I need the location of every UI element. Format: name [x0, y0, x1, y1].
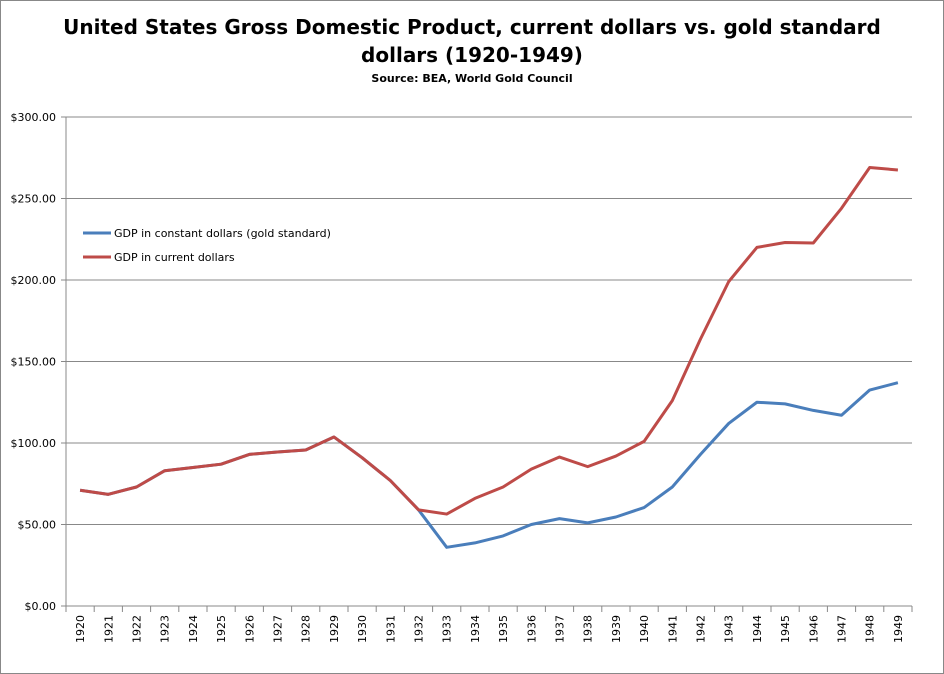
x-tick-label: 1940 — [638, 615, 651, 643]
x-tick-label: 1930 — [356, 615, 369, 643]
x-tick-label: 1929 — [328, 615, 341, 643]
legend-label: GDP in constant dollars (gold standard) — [114, 227, 331, 240]
x-tick-label: 1935 — [497, 615, 510, 643]
x-tick-label: 1943 — [723, 615, 736, 643]
y-tick-label: $100.00 — [11, 437, 57, 450]
x-tick-label: 1946 — [807, 615, 820, 643]
y-tick-label: $300.00 — [11, 111, 57, 124]
x-tick-label: 1933 — [441, 615, 454, 643]
x-tick-label: 1928 — [300, 615, 313, 643]
x-tick-label: 1926 — [243, 615, 256, 643]
y-tick-label: $150.00 — [11, 356, 57, 369]
x-tick-label: 1931 — [384, 615, 397, 643]
legend-label: GDP in current dollars — [114, 251, 235, 264]
x-tick-label: 1922 — [131, 615, 144, 643]
chart-title-line1: United States Gross Domestic Product, cu… — [63, 15, 881, 39]
x-tick-label: 1924 — [187, 615, 200, 643]
x-tick-label: 1920 — [74, 615, 87, 643]
x-tick-label: 1923 — [159, 615, 172, 643]
chart-subtitle: Source: BEA, World Gold Council — [371, 72, 573, 85]
x-tick-label: 1939 — [610, 615, 623, 643]
x-tick-label: 1934 — [469, 615, 482, 643]
x-tick-label: 1947 — [836, 615, 849, 643]
x-tick-label: 1937 — [554, 615, 567, 643]
x-tick-label: 1945 — [779, 615, 792, 643]
x-tick-label: 1941 — [666, 615, 679, 643]
x-tick-label: 1936 — [525, 615, 538, 643]
y-tick-label: $200.00 — [11, 274, 57, 287]
x-tick-label: 1925 — [215, 615, 228, 643]
x-tick-label: 1949 — [892, 615, 905, 643]
x-tick-label: 1921 — [102, 615, 115, 643]
x-tick-label: 1932 — [413, 615, 426, 643]
chart-title-line2: dollars (1920-1949) — [361, 43, 583, 67]
y-tick-label: $50.00 — [18, 519, 57, 532]
x-tick-label: 1944 — [751, 615, 764, 643]
x-tick-label: 1938 — [582, 615, 595, 643]
x-tick-label: 1942 — [695, 615, 708, 643]
y-tick-label: $250.00 — [11, 193, 57, 206]
x-tick-label: 1927 — [272, 615, 285, 643]
series-line-1 — [79, 166, 899, 516]
y-tick-label: $0.00 — [25, 600, 57, 613]
x-tick-label: 1948 — [864, 615, 877, 643]
